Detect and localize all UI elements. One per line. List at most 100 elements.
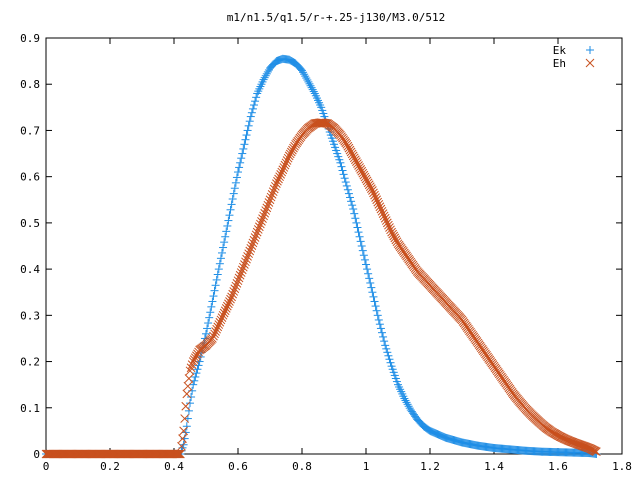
data-point (202, 329, 210, 338)
data-point (214, 320, 224, 329)
data-point (172, 449, 182, 459)
data-point (221, 232, 230, 241)
x-tick-label: 0.6 (228, 460, 248, 473)
data-point (376, 204, 386, 214)
data-point (298, 66, 306, 75)
data-point (286, 56, 295, 65)
data-point (207, 302, 216, 311)
data-point (403, 400, 412, 409)
data-point (231, 281, 241, 291)
data-point (248, 238, 258, 248)
data-point (228, 289, 238, 299)
data-point (349, 205, 358, 214)
data-point (259, 75, 268, 84)
data-point (243, 252, 252, 261)
data-point (228, 195, 237, 204)
data-point (372, 195, 382, 205)
data-point (278, 165, 288, 175)
data-point (244, 249, 254, 259)
data-point (212, 275, 221, 284)
data-point (343, 185, 352, 194)
data-point (224, 299, 233, 309)
data-point (227, 200, 236, 209)
data-point (268, 187, 278, 197)
data-point (193, 365, 202, 374)
data-point (220, 238, 229, 247)
data-point (348, 201, 357, 210)
data-point (385, 223, 394, 232)
x-tick-label: 1.8 (612, 460, 632, 473)
data-point (372, 306, 381, 315)
data-point (382, 218, 392, 228)
data-point (285, 55, 294, 64)
data-point (362, 260, 370, 269)
data-point (279, 163, 289, 172)
data-point (375, 320, 384, 329)
data-point (307, 83, 316, 92)
data-point (229, 287, 239, 296)
data-point (308, 85, 317, 94)
data-point (383, 348, 392, 357)
data-point (216, 254, 225, 263)
data-point (258, 214, 267, 224)
data-point (184, 374, 194, 383)
series-eh (41, 118, 601, 459)
y-tick-label: 0.7 (20, 124, 40, 137)
data-point (179, 426, 188, 436)
data-point (226, 294, 235, 304)
data-point (214, 265, 223, 274)
data-point (256, 219, 265, 229)
data-point (182, 422, 191, 431)
data-point (373, 197, 383, 207)
data-point (221, 304, 231, 313)
data-point (336, 158, 345, 167)
data-point (235, 270, 245, 280)
x-tick-label: 0 (43, 460, 50, 473)
data-point (306, 81, 315, 90)
x-tick-label: 0.8 (292, 460, 312, 473)
data-point (273, 176, 282, 186)
data-point (365, 274, 374, 283)
data-point (232, 279, 242, 288)
data-point (232, 173, 241, 182)
data-point (187, 392, 196, 401)
data-point (247, 108, 256, 117)
legend-marker (586, 46, 594, 54)
data-point (262, 203, 272, 213)
data-point (252, 227, 262, 237)
data-point (275, 172, 284, 182)
data-point (366, 278, 375, 287)
x-tick-label: 1.2 (420, 460, 440, 473)
data-point (370, 297, 379, 306)
data-point (251, 230, 261, 240)
data-point (218, 310, 228, 320)
data-point (352, 218, 361, 227)
data-point (371, 302, 380, 311)
data-point (277, 167, 287, 177)
data-point (236, 268, 246, 277)
data-point (225, 211, 234, 220)
data-point (247, 241, 257, 250)
data-point (592, 447, 601, 457)
data-point (353, 223, 362, 232)
data-point (272, 179, 281, 188)
data-point (241, 257, 250, 267)
data-point (374, 315, 383, 324)
data-point (337, 162, 346, 171)
data-point (367, 283, 376, 292)
data-point (248, 104, 257, 113)
data-point (189, 380, 198, 389)
data-point (218, 248, 226, 257)
data-point (270, 181, 280, 191)
data-point (244, 121, 253, 130)
data-point (234, 273, 244, 283)
data-point (208, 297, 217, 306)
data-point (211, 281, 220, 290)
data-point (299, 68, 308, 77)
y-tick-label: 0.6 (20, 171, 40, 184)
data-point (253, 225, 263, 234)
data-point (176, 449, 185, 459)
data-point (378, 209, 388, 218)
data-point (424, 426, 433, 435)
